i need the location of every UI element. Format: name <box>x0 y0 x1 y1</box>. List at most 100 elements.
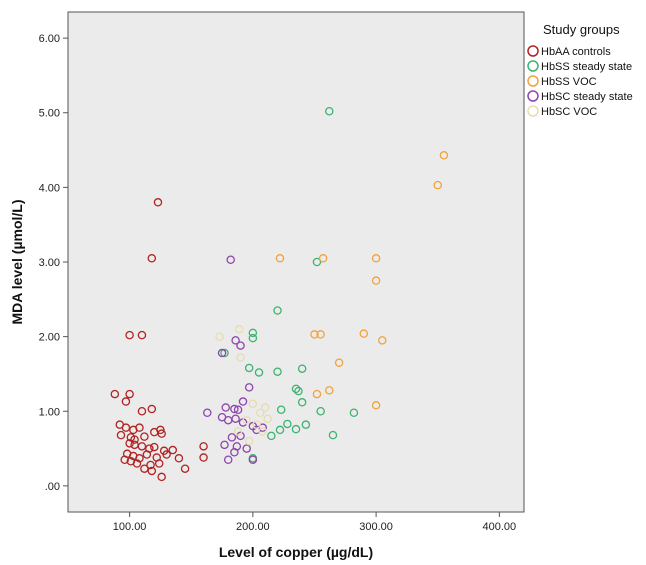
data-point <box>125 389 134 399</box>
data-point <box>349 408 359 417</box>
data-point <box>157 472 166 482</box>
series-3 <box>275 151 449 410</box>
data-point <box>242 444 251 453</box>
legend-marker <box>527 60 539 72</box>
data-point <box>244 436 254 446</box>
data-point <box>263 414 272 423</box>
y-axis-title: MDA level (µmol/L) <box>9 199 25 324</box>
data-point <box>248 328 258 338</box>
data-point <box>199 442 208 451</box>
data-point <box>230 448 239 457</box>
data-point <box>121 423 131 432</box>
data-point <box>258 427 267 436</box>
legend-marker <box>527 105 539 117</box>
data-point <box>242 415 251 425</box>
data-point <box>199 453 208 462</box>
data-point <box>334 358 344 367</box>
data-point <box>137 330 147 340</box>
x-tick-label: 400.00 <box>483 521 517 533</box>
data-point <box>220 440 229 450</box>
data-point <box>150 442 159 452</box>
data-point <box>433 180 442 190</box>
data-point <box>248 333 258 343</box>
data-point <box>371 276 381 285</box>
data-point <box>273 367 282 376</box>
legend-marker <box>527 45 539 57</box>
data-point <box>147 404 157 414</box>
data-point <box>325 386 334 395</box>
data-point <box>233 427 243 436</box>
data-point <box>227 433 237 442</box>
data-point <box>275 425 285 435</box>
data-point <box>316 407 325 416</box>
data-point <box>153 198 163 207</box>
data-point <box>267 431 276 441</box>
y-tick-label: .00 <box>45 481 60 493</box>
data-point <box>312 389 322 399</box>
legend-marker <box>527 90 539 102</box>
x-axis-title: Level of copper (µg/dL) <box>219 544 373 560</box>
y-tick-label: 2.00 <box>39 332 60 344</box>
data-point <box>231 414 240 423</box>
data-point <box>301 420 311 429</box>
data-point <box>236 353 245 362</box>
data-point <box>231 336 240 345</box>
data-point <box>157 429 166 438</box>
y-tick-label: 5.00 <box>39 108 60 120</box>
data-point <box>291 384 301 394</box>
data-point <box>226 255 235 265</box>
data-point <box>297 364 307 373</box>
data-point <box>294 386 303 396</box>
data-point <box>135 454 144 463</box>
series-5 <box>215 324 272 446</box>
series-1 <box>110 198 208 482</box>
data-point <box>291 424 301 434</box>
y-tick-label: 6.00 <box>39 33 60 45</box>
y-tick-label: 1.00 <box>39 406 60 418</box>
data-point <box>203 408 212 417</box>
data-point <box>248 399 258 409</box>
x-tick-label: 100.00 <box>113 521 147 533</box>
data-point <box>371 401 381 410</box>
data-point <box>248 455 258 465</box>
legend-label: HbAA controls <box>541 46 611 58</box>
data-point <box>217 348 227 358</box>
data-point <box>142 450 152 459</box>
data-point <box>125 330 134 340</box>
data-point <box>110 389 120 399</box>
data-point <box>180 464 190 473</box>
legend-title: Study groups <box>543 22 620 37</box>
legend: Study groups HbAA controls HbSS steady st… <box>527 22 633 118</box>
legend-label: HbSC steady state <box>541 91 633 103</box>
data-point <box>135 423 144 432</box>
data-point <box>137 442 147 451</box>
data-point <box>378 336 387 345</box>
x-tick-label: 200.00 <box>236 521 270 533</box>
data-point <box>244 383 254 392</box>
data-point <box>137 407 147 416</box>
plot-area <box>67 11 525 513</box>
data-point <box>297 398 307 407</box>
data-point <box>316 330 325 339</box>
data-point <box>310 330 319 339</box>
data-point <box>220 348 229 358</box>
data-point <box>273 306 282 315</box>
legend-label: HbSS steady state <box>541 61 632 73</box>
data-point <box>371 254 381 263</box>
data-point <box>168 445 178 455</box>
data-point <box>325 107 334 116</box>
data-point <box>146 460 155 470</box>
y-tick-label: 4.00 <box>39 182 60 194</box>
data-point <box>221 403 231 412</box>
data-point <box>256 408 265 417</box>
data-point <box>121 397 131 406</box>
data-point <box>215 332 224 341</box>
data-point <box>283 419 292 429</box>
data-point <box>318 254 328 263</box>
data-point <box>244 363 254 373</box>
data-point <box>236 431 245 441</box>
data-point <box>120 455 129 465</box>
data-points <box>110 107 449 482</box>
data-point <box>174 454 184 463</box>
